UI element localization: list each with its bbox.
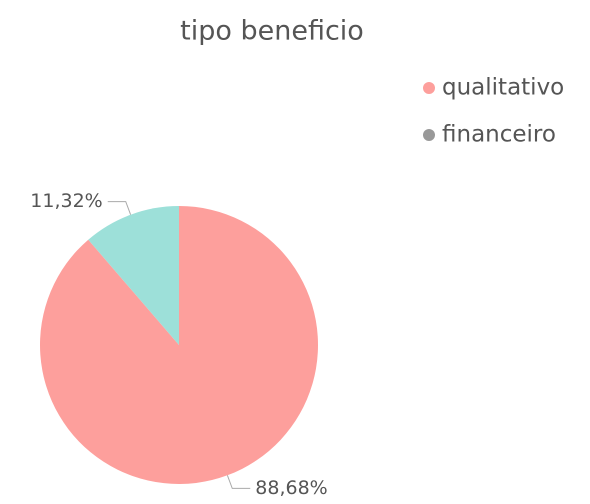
leader-line (107, 201, 132, 215)
chart-title: tipo beneficio (180, 16, 364, 47)
leader-line (226, 475, 251, 489)
legend-label: financeiro (442, 122, 556, 148)
data-label: 88,68% (255, 477, 327, 499)
legend-marker (423, 82, 435, 94)
pie-slice (39, 206, 318, 484)
data-label: 11,32% (30, 190, 102, 212)
pie-slice (88, 206, 179, 345)
legend-marker (423, 129, 435, 141)
legend-label: qualitativo (442, 75, 564, 101)
